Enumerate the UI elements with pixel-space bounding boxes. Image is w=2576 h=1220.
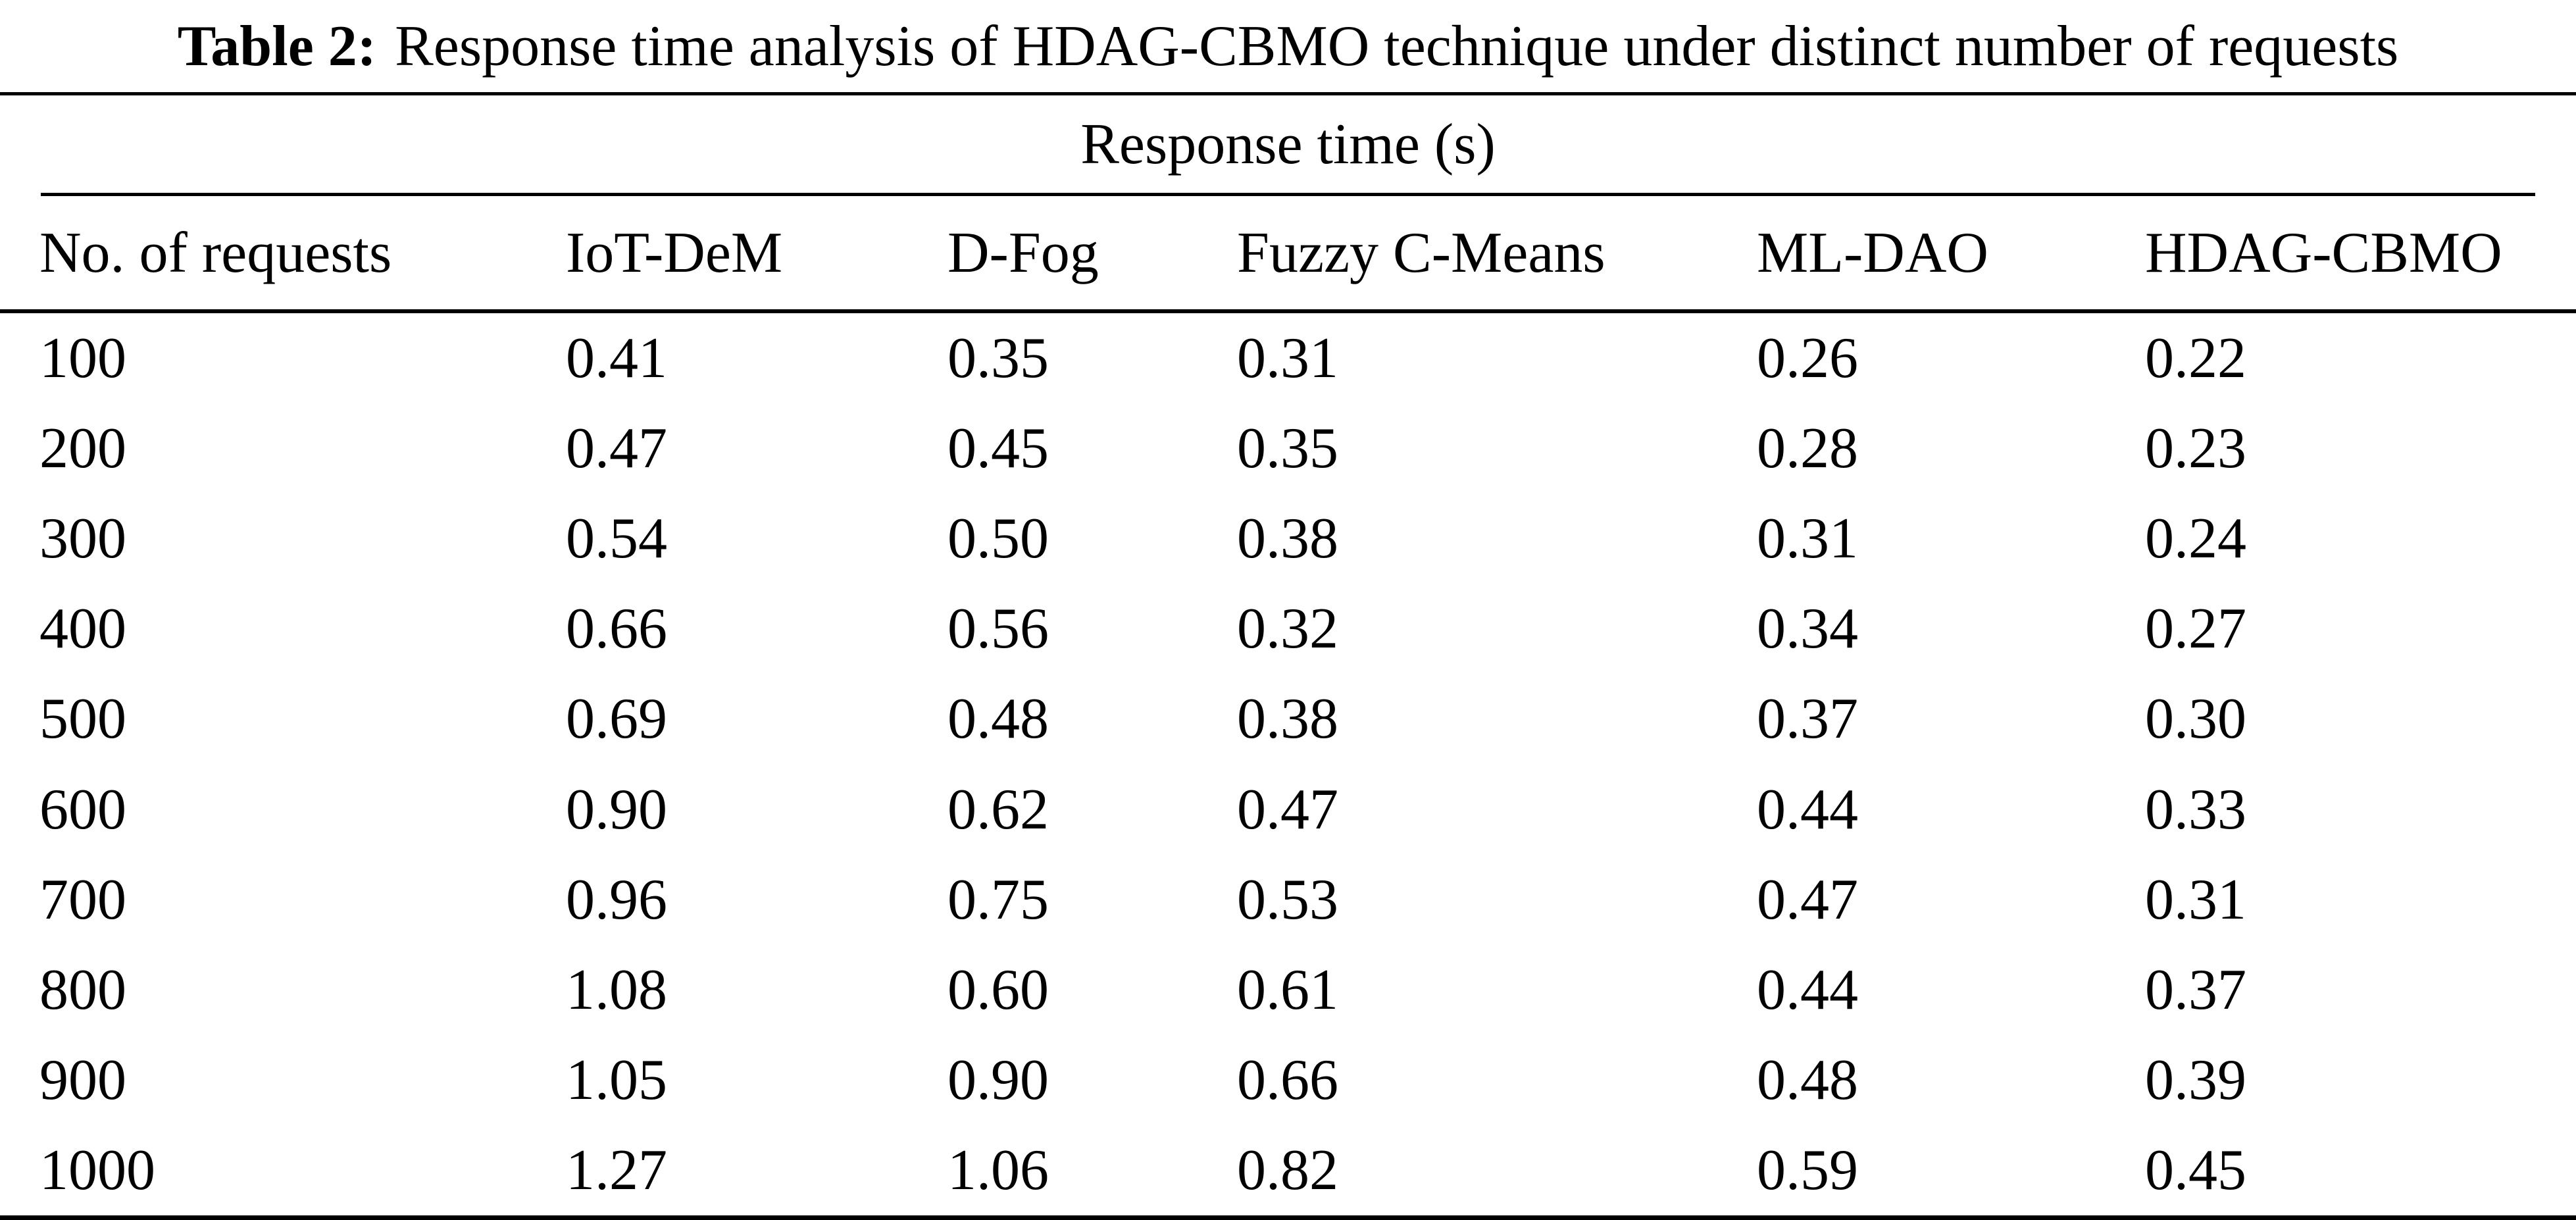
response-time-cell: 1.06 — [947, 1138, 1049, 1202]
requests-cell: 400 — [39, 597, 126, 661]
response-time-cell: 1.27 — [566, 1138, 667, 1202]
response-time-cell: 0.41 — [566, 326, 667, 391]
response-time-cell: 0.24 — [2145, 507, 2246, 571]
requests-cell: 900 — [39, 1048, 126, 1112]
span-header: Response time (s) — [1080, 112, 1496, 176]
response-time-cell: 0.48 — [947, 687, 1049, 751]
response-time-cell: 0.90 — [566, 777, 667, 842]
response-time-cell: 0.45 — [947, 417, 1049, 481]
table-caption-text: Response time analysis of HDAG-CBMO tech… — [395, 14, 2399, 78]
response-time-cell: 0.47 — [1757, 867, 1858, 932]
table-row: 800 1.08 0.60 0.61 0.44 0.37 — [0, 945, 2576, 1035]
requests-cell: 700 — [39, 867, 126, 932]
table-row: 100 0.41 0.35 0.31 0.26 0.22 — [0, 313, 2576, 403]
requests-cell: 300 — [39, 507, 126, 571]
response-time-cell: 0.38 — [1237, 687, 1338, 751]
table-caption: Table 2: Response time analysis of HDAG-… — [0, 0, 2576, 92]
response-time-cell: 0.66 — [566, 597, 667, 661]
response-time-cell: 0.44 — [1757, 957, 1858, 1022]
table-top-rule — [0, 92, 2576, 95]
response-time-cell: 0.30 — [2145, 687, 2246, 751]
requests-cell: 200 — [39, 417, 126, 481]
response-time-cell: 0.47 — [566, 417, 667, 481]
span-header-rule — [41, 193, 2535, 196]
response-time-cell: 0.23 — [2145, 417, 2246, 481]
response-time-cell: 0.22 — [2145, 326, 2246, 391]
response-time-cell: 0.37 — [1757, 687, 1858, 751]
response-time-cell: 0.50 — [947, 507, 1049, 571]
response-time-cell: 1.08 — [566, 957, 667, 1022]
column-header-iot-dem: IoT-DeM — [566, 220, 783, 285]
response-time-cell: 0.31 — [1237, 326, 1338, 391]
requests-cell: 100 — [39, 326, 126, 391]
table-row: 900 1.05 0.90 0.66 0.48 0.39 — [0, 1035, 2576, 1125]
response-time-cell: 0.60 — [947, 957, 1049, 1022]
response-time-cell: 0.39 — [2145, 1048, 2246, 1112]
response-time-cell: 0.37 — [2145, 957, 2246, 1022]
response-time-cell: 0.31 — [2145, 867, 2246, 932]
response-time-cell: 0.31 — [1757, 507, 1858, 571]
column-header-d-fog: D-Fog — [947, 220, 1099, 285]
table-row: 500 0.69 0.48 0.38 0.37 0.30 — [0, 674, 2576, 764]
table-body: 100 0.41 0.35 0.31 0.26 0.22 200 0.47 0.45 0.35 0.… — [0, 313, 2576, 1215]
requests-cell: 600 — [39, 777, 126, 842]
response-time-cell: 0.53 — [1237, 867, 1338, 932]
column-header-requests: No. of requests — [39, 220, 392, 285]
response-time-cell: 0.69 — [566, 687, 667, 751]
response-time-cell: 0.59 — [1757, 1138, 1858, 1202]
response-time-cell: 0.32 — [1237, 597, 1338, 661]
table-row: 300 0.54 0.50 0.38 0.31 0.24 — [0, 494, 2576, 584]
table-row: 700 0.96 0.75 0.53 0.47 0.31 — [0, 855, 2576, 945]
response-time-cell: 0.82 — [1237, 1138, 1338, 1202]
table-row: 600 0.90 0.62 0.47 0.44 0.33 — [0, 764, 2576, 854]
table-row: 1000 1.27 1.06 0.82 0.59 0.45 — [0, 1125, 2576, 1215]
requests-cell: 800 — [39, 957, 126, 1022]
response-time-cell: 0.62 — [947, 777, 1049, 842]
response-time-cell: 0.26 — [1757, 326, 1858, 391]
response-time-cell: 0.34 — [1757, 597, 1858, 661]
response-time-cell: 0.28 — [1757, 417, 1858, 481]
response-time-cell: 0.48 — [1757, 1048, 1858, 1112]
response-time-cell: 0.44 — [1757, 777, 1858, 842]
response-time-cell: 0.61 — [1237, 957, 1338, 1022]
table-row: 400 0.66 0.56 0.32 0.34 0.27 — [0, 584, 2576, 674]
response-time-cell: 0.56 — [947, 597, 1049, 661]
response-time-cell: 0.90 — [947, 1048, 1049, 1112]
table-row: 200 0.47 0.45 0.35 0.28 0.23 — [0, 403, 2576, 494]
table-bottom-rule — [0, 1215, 2576, 1220]
response-time-cell: 0.35 — [1237, 417, 1338, 481]
column-header-fuzzy-c-means: Fuzzy C-Means — [1237, 220, 1605, 285]
table-caption-label: Table 2: — [177, 14, 377, 78]
response-time-cell: 0.35 — [947, 326, 1049, 391]
requests-cell: 1000 — [39, 1138, 155, 1202]
column-header-hdag-cbmo: HDAG-CBMO — [2145, 220, 2502, 285]
response-time-cell: 0.96 — [566, 867, 667, 932]
header-rule — [0, 309, 2576, 313]
response-time-cell: 0.38 — [1237, 507, 1338, 571]
response-time-cell: 0.47 — [1237, 777, 1338, 842]
response-time-cell: 1.05 — [566, 1048, 667, 1112]
response-time-cell: 0.66 — [1237, 1048, 1338, 1112]
response-time-cell: 0.54 — [566, 507, 667, 571]
response-time-cell: 0.33 — [2145, 777, 2246, 842]
response-time-cell: 0.45 — [2145, 1138, 2246, 1202]
response-time-cell: 0.27 — [2145, 597, 2246, 661]
column-header-ml-dao: ML-DAO — [1757, 220, 1988, 285]
response-time-cell: 0.75 — [947, 867, 1049, 932]
requests-cell: 500 — [39, 687, 126, 751]
header-row: No. of requests IoT-DeM D-Fog Fuzzy C-Me… — [0, 196, 2576, 309]
